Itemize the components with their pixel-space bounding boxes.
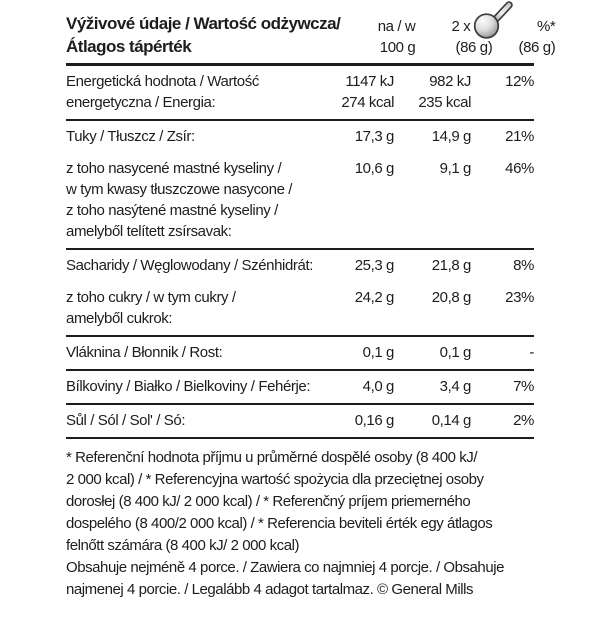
nutrition-label: Výživové údaje / Wartość odżywcza/ Átlag… [66, 1, 556, 601]
value-per-serving: 20,8 g [431, 289, 472, 306]
nutrient-label: Tuky / Tłuszcz / Zsír: [66, 128, 195, 145]
value-per-100g: 25,3 g [354, 257, 395, 274]
table-row-salt: Sůl / Sól / Sol' / Só: 0,16 g 0,14 g 2% [66, 405, 534, 439]
value-per-serving: 0,1 g [439, 344, 472, 361]
table-row-protein: Bílkoviny / Białko / Bielkoviny / Fehérj… [66, 371, 534, 405]
value-per-serving: 21,8 g [431, 257, 472, 274]
table-row-sugars: z toho cukry / w tym cukry / amelyből cu… [66, 282, 534, 337]
value-percent-ri: - [529, 344, 534, 361]
servings-count-note: Obsahuje nejméně 4 porce. / Zawiera co n… [66, 559, 504, 598]
nutrient-label: Sůl / Sól / Sol' / Só: [66, 412, 186, 429]
value-per-100g: 17,3 g [354, 128, 395, 145]
column-header-per-serving: 2 x [415, 1, 514, 58]
value-per-100g: 10,6 g [354, 160, 395, 177]
value-percent-ri: 21% [505, 128, 534, 145]
value-per-serving: 982 kJ 235 kcal [418, 73, 471, 111]
nutrient-label: Sacharidy / Węglowodany / Szénhidrát: [66, 257, 314, 274]
value-per-serving: 9,1 g [439, 160, 472, 177]
column-header-percent-ri: %* (86 g) [492, 16, 556, 58]
nutrient-label: z toho nasycené mastné kyseliny / w tym … [66, 160, 293, 240]
value-per-100g: 24,2 g [354, 289, 395, 306]
table-row-fibre: Vláknina / Błonnik / Rost: 0,1 g 0,1 g - [66, 337, 534, 371]
value-per-100g: 1147 kJ 274 kcal [341, 73, 394, 111]
table-row-saturated-fat: z toho nasycené mastné kyseliny / w tym … [66, 153, 534, 250]
column-header-per-100g: na / w 100 g [377, 18, 416, 56]
nutrient-label: Bílkoviny / Białko / Bielkoviny / Fehérj… [66, 378, 311, 395]
footnotes: * Referenční hodnota příjmu u průměrné d… [66, 447, 534, 601]
value-per-serving: 3,4 g [439, 378, 472, 395]
nutrient-label: Vláknina / Błonnik / Rost: [66, 344, 223, 361]
table-row-energy: Energetická hodnota / Wartość energetycz… [66, 66, 534, 121]
value-percent-ri: 2% [513, 412, 534, 429]
value-percent-ri: 12% [505, 73, 534, 90]
value-per-serving: 0,14 g [431, 412, 472, 429]
value-percent-ri: 8% [513, 257, 534, 274]
value-per-100g: 0,16 g [354, 412, 395, 429]
table-row-carbohydrate: Sacharidy / Węglowodany / Szénhidrát: 25… [66, 250, 534, 282]
value-per-100g: 0,1 g [362, 344, 395, 361]
serving-weight-label: (86 g) [455, 39, 493, 56]
nutrition-title: Výživové údaje / Wartość odżywcza/ Átlag… [66, 14, 341, 56]
reference-intake-footnote: * Referenční hodnota příjmu u průměrné d… [66, 449, 493, 554]
value-per-100g: 4,0 g [362, 378, 395, 395]
value-per-serving: 14,9 g [431, 128, 472, 145]
serving-multiplier-label: 2 x [451, 18, 471, 35]
value-percent-ri: 46% [505, 160, 534, 177]
table-row-fat: Tuky / Tłuszcz / Zsír: 17,3 g 14,9 g 21% [66, 121, 534, 153]
value-percent-ri: 7% [513, 378, 534, 395]
value-percent-ri: 23% [505, 289, 534, 306]
nutrition-table-header: Výživové údaje / Wartość odżywcza/ Átlag… [66, 1, 556, 66]
nutrient-label: z toho cukry / w tym cukry / amelyből cu… [66, 289, 236, 327]
nutrient-label: Energetická hodnota / Wartość energetycz… [66, 73, 259, 111]
ice-cream-scoop-icon [474, 1, 514, 39]
percent-symbol: %* [536, 18, 556, 35]
percent-weight-label: (86 g) [518, 39, 556, 56]
